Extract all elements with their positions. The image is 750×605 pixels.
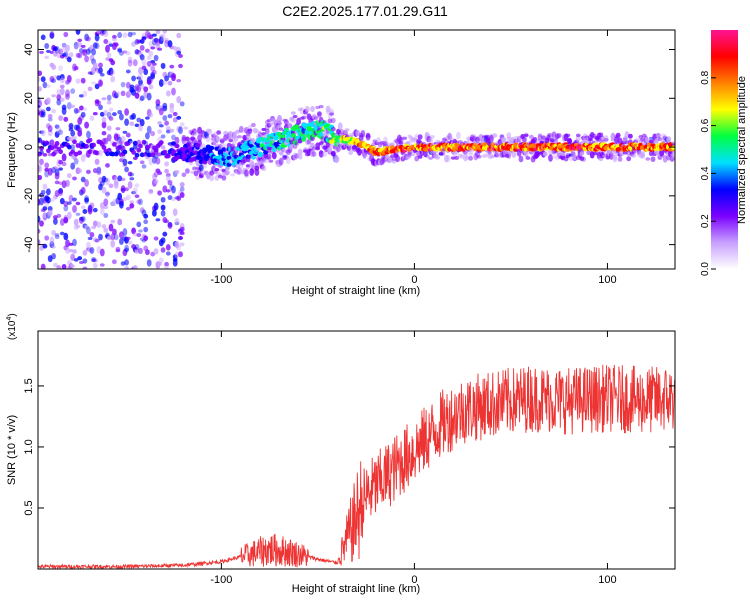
- top-y-tick-label: 20: [23, 92, 35, 104]
- snr-series-line: [38, 364, 675, 569]
- bottom-x-tick-label: 100: [598, 574, 616, 586]
- bottom-y-multiplier: (x104): [6, 313, 18, 340]
- bottom-y-tick-label: 0.5: [23, 500, 35, 515]
- bottom-y-tick-label: 1.0: [23, 439, 35, 454]
- bottom-x-ticks: -100 0 100: [210, 331, 617, 586]
- figure-title: C2E2.2025.177.01.29.G11: [282, 3, 448, 19]
- top-x-tick-label: 100: [598, 274, 616, 286]
- bottom-y-tick-label: 1.5: [23, 378, 35, 393]
- colorbar-tick-label: 0.6: [700, 118, 711, 132]
- top-y-tick-label: 40: [23, 43, 35, 55]
- colorbar-ticks: 0.0 0.2 0.4 0.6 0.8: [700, 70, 716, 276]
- bottom-plot-frame: [37, 330, 676, 570]
- top-plot-frame: [37, 29, 676, 270]
- bottom-y-axis-label: SNR (10 * v/v): [6, 415, 18, 485]
- top-y-tick-label: -40: [23, 237, 35, 253]
- top-y-axis-label: Frequency (Hz): [6, 112, 18, 188]
- colorbar-tick-label: 0.4: [700, 166, 711, 180]
- top-y-tick-label: -20: [23, 188, 35, 204]
- colorbar-tick-label: 0.0: [700, 262, 711, 276]
- bottom-x-axis-label: Height of straight line (km): [292, 583, 420, 595]
- colorbar-label: Normalized spectral amplitude: [736, 76, 748, 224]
- top-x-axis-label: Height of straight line (km): [292, 285, 420, 297]
- top-x-tick-label: -100: [210, 274, 232, 286]
- top-x-tick-label: 0: [411, 274, 417, 286]
- heatmap-area: [38, 30, 675, 269]
- bottom-x-tick-label: 0: [411, 574, 417, 586]
- top-y-tick-label: 0: [23, 144, 35, 150]
- colorbar: [711, 30, 738, 269]
- colorbar-tick-label: 0.2: [700, 214, 711, 228]
- bottom-x-tick-label: -100: [210, 574, 232, 586]
- top-x-ticks: -100 0 100: [210, 30, 617, 286]
- top-y-ticks: -40 -20 0 20 40: [23, 43, 675, 253]
- bottom-y-ticks: 0.5 1.0 1.5: [23, 378, 675, 516]
- snr-line-area: [38, 364, 675, 569]
- colorbar-tick-label: 0.8: [700, 70, 711, 84]
